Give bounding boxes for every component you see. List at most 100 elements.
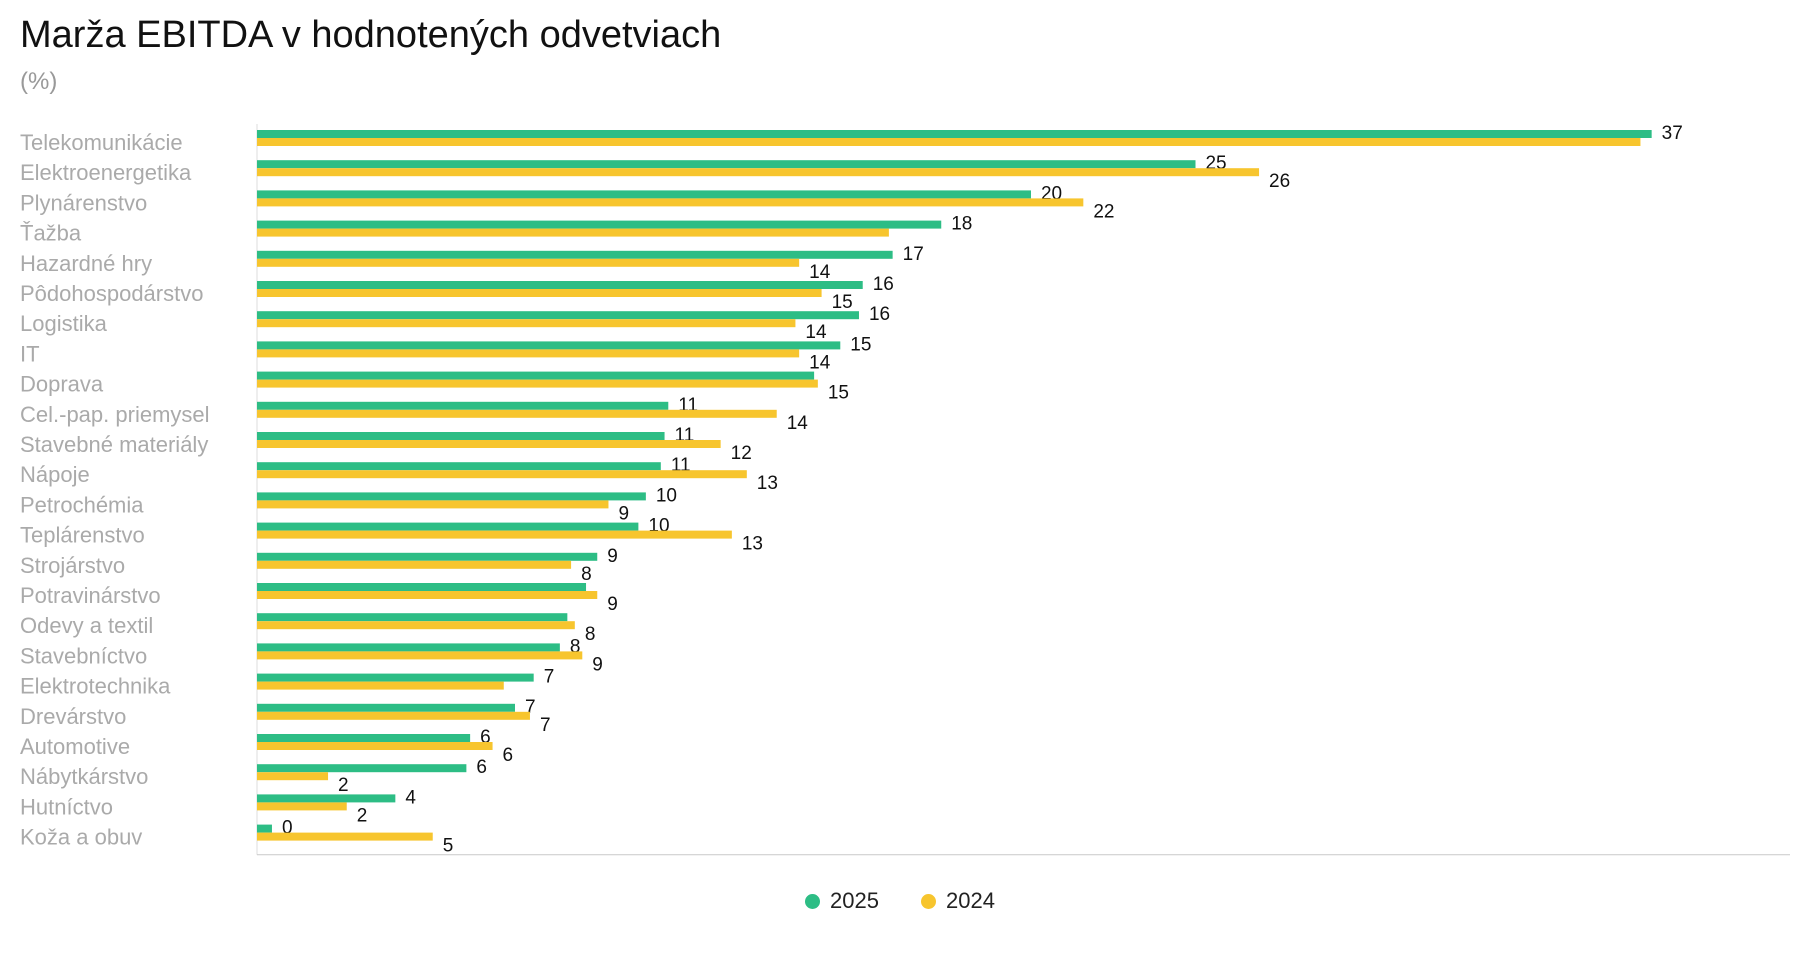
bar-2024-5[interactable]	[257, 289, 822, 297]
data-label-2025: 6	[476, 757, 487, 778]
data-label-2024: 7	[540, 715, 551, 736]
category-label: Teplárenstvo	[20, 523, 145, 548]
legend-label-2025: 2025	[830, 888, 879, 913]
chart-title: Marža EBITDA v hodnotených odvetviach	[20, 14, 722, 56]
bar-2024-22[interactable]	[257, 802, 347, 811]
category-label: Nábytkárstvo	[20, 764, 148, 789]
category-label: Logistika	[20, 311, 108, 336]
bar-2024-11[interactable]	[257, 470, 747, 479]
data-label-2024: 8	[585, 624, 596, 645]
bar-2024-8[interactable]	[257, 379, 818, 388]
bar-2025-10[interactable]	[257, 432, 665, 440]
bar-2024-4[interactable]	[257, 258, 800, 267]
bar-2025-17[interactable]	[257, 643, 560, 652]
bar-2024-10[interactable]	[257, 440, 721, 448]
category-label: Telekomunikácie	[20, 130, 183, 155]
data-label-2025: 0	[282, 818, 293, 839]
bar-2024-1[interactable]	[257, 168, 1260, 177]
bar-2025-9[interactable]	[257, 401, 669, 410]
data-label-2025: 10	[656, 485, 677, 506]
bar-2025-22[interactable]	[257, 794, 396, 803]
bar-2024-3[interactable]	[257, 228, 889, 237]
data-label-2024: 5	[443, 836, 454, 857]
bar-2024-14[interactable]	[257, 560, 572, 569]
bar-2024-16[interactable]	[257, 621, 575, 630]
legend-item-2025[interactable]: 2025	[805, 888, 879, 914]
bar-2025-11[interactable]	[257, 462, 661, 471]
chart-subtitle: (%)	[20, 68, 58, 95]
bar-2024-20[interactable]	[257, 742, 493, 750]
bar-2024-21[interactable]	[257, 772, 329, 781]
bar-2024-19[interactable]	[257, 711, 530, 720]
data-label-2024: 6	[503, 745, 514, 766]
data-label-2024: 8	[581, 564, 592, 585]
data-label-2024: 14	[809, 352, 831, 373]
category-label: Elektrotechnika	[20, 674, 171, 699]
category-label: Elektroenergetika	[20, 160, 192, 185]
bar-2025-23[interactable]	[257, 824, 272, 833]
bar-2025-19[interactable]	[257, 703, 515, 712]
category-label: Petrochémia	[20, 492, 144, 517]
bar-2024-9[interactable]	[257, 409, 777, 418]
bar-2024-13[interactable]	[257, 530, 732, 539]
bar-2025-7[interactable]	[257, 341, 841, 350]
plot-area: Telekomunikácie 37 Elektroenergetika 2 5 2 6 Pl…	[20, 123, 1790, 857]
category-label: Hutníctvo	[20, 794, 113, 819]
bar-2024-15[interactable]	[257, 591, 598, 599]
bar-2025-6[interactable]	[257, 311, 859, 320]
bar-2024-12[interactable]	[257, 500, 609, 509]
category-label: Cel.-pap. priemysel	[20, 402, 210, 427]
bar-2024-6[interactable]	[257, 319, 796, 328]
legend-item-2024[interactable]: 2024	[921, 888, 995, 914]
category-label: Plynárenstvo	[20, 190, 147, 215]
bar-2024-0[interactable]	[257, 138, 1641, 146]
category-label: Hazardné hry	[20, 251, 152, 276]
bar-2024-7[interactable]	[257, 349, 800, 358]
bar-2025-12[interactable]	[257, 492, 646, 501]
category-label: Drevárstvo	[20, 704, 126, 729]
legend-marker-2024	[921, 893, 936, 909]
bar-2025-16[interactable]	[257, 613, 568, 622]
data-label-2024: 13	[742, 534, 763, 555]
bar-2024-18[interactable]	[257, 681, 504, 690]
bar-2025-3[interactable]	[257, 220, 942, 229]
category-label: Stavebníctvo	[20, 643, 147, 668]
category-label: Pôdohospodárstvo	[20, 281, 203, 306]
category-label: Potravinárstvo	[20, 583, 161, 608]
data-label-2025: 17	[903, 244, 924, 265]
legend-marker-2025	[805, 893, 821, 909]
bar-2025-21[interactable]	[257, 764, 467, 773]
bar-2025-1[interactable]	[257, 160, 1196, 169]
category-label: Odevy a textil	[20, 613, 153, 638]
data-label-2025: 15	[850, 334, 871, 355]
data-label-2024: 14	[805, 322, 827, 343]
data-label-2024: 9	[592, 654, 603, 675]
data-label-2025: 37	[1662, 123, 1683, 144]
data-label-2024: 14	[809, 262, 831, 283]
data-label-2024: 2	[357, 805, 368, 826]
bar-2025-14[interactable]	[257, 552, 598, 561]
bar-2025-0[interactable]	[257, 130, 1652, 138]
category-label: Automotive	[20, 734, 130, 759]
data-label-2024: 15	[832, 292, 853, 313]
data-label-2024: 9	[618, 503, 629, 524]
bar-2025-4[interactable]	[257, 250, 893, 259]
category-label: Koža a obuv	[20, 825, 142, 850]
bar-2025-8[interactable]	[257, 371, 815, 380]
bar-2025-18[interactable]	[257, 673, 534, 682]
data-label-2024: 9	[607, 594, 618, 615]
legend-label-2024: 2024	[946, 888, 995, 913]
data-label-2024: 2	[338, 775, 349, 796]
bar-2025-13[interactable]	[257, 522, 639, 531]
bar-2025-15[interactable]	[257, 583, 587, 591]
bar-2025-5[interactable]	[257, 281, 863, 289]
bar-2024-2[interactable]	[257, 198, 1084, 207]
bar-2024-17[interactable]	[257, 651, 583, 660]
bar-2025-2[interactable]	[257, 190, 1031, 199]
bar-2024-23[interactable]	[257, 832, 433, 841]
bar-2025-20[interactable]	[257, 734, 471, 742]
category-label: Nápoje	[20, 462, 90, 487]
data-label-2025: 6	[480, 727, 491, 748]
category-label: Doprava	[20, 372, 104, 397]
